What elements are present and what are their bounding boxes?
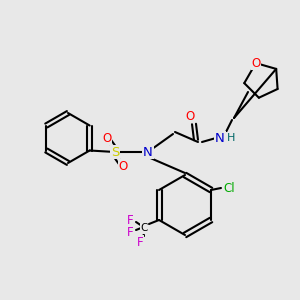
Text: Cl: Cl (223, 182, 235, 194)
Text: S: S (111, 146, 119, 158)
Text: C: C (140, 223, 148, 233)
Text: N: N (215, 131, 225, 145)
Text: F: F (127, 214, 133, 226)
Text: O: O (102, 131, 112, 145)
Text: N: N (143, 146, 153, 158)
Text: O: O (185, 110, 195, 122)
Text: H: H (227, 133, 235, 143)
Text: O: O (118, 160, 127, 172)
Text: O: O (251, 57, 260, 70)
Text: F: F (127, 226, 133, 238)
Text: F: F (137, 236, 143, 248)
